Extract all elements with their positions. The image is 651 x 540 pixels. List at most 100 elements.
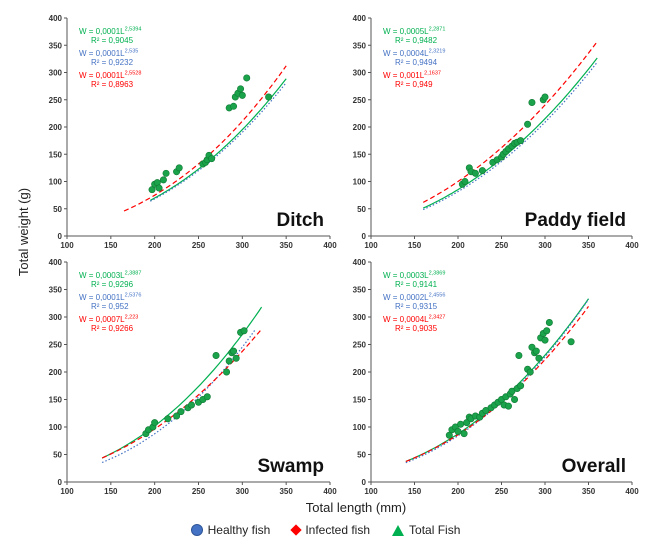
y-tick-label: 400 xyxy=(353,14,367,23)
y-tick-label: 350 xyxy=(353,41,367,50)
x-tick-label: 300 xyxy=(538,241,552,250)
data-point xyxy=(230,347,238,355)
equation-exponent: 2,1637 xyxy=(424,71,441,77)
equation-base: W = 0,0004L xyxy=(383,315,429,324)
equation-base: W = 0,0007L xyxy=(79,315,125,324)
x-tick-label: 100 xyxy=(364,241,378,250)
y-tick-label: 300 xyxy=(353,69,367,78)
circle-marker-icon xyxy=(190,524,203,536)
equation-infected-fish: W = 0,0001L2,5528 xyxy=(79,71,141,81)
data-point xyxy=(457,420,465,428)
data-point xyxy=(460,430,468,438)
data-point xyxy=(517,382,525,390)
data-point xyxy=(225,357,233,365)
r-squared-healthy-fish: R² = 0,9494 xyxy=(395,58,438,67)
equation-exponent: 2,3887 xyxy=(125,271,142,277)
x-tick-label: 250 xyxy=(495,241,509,250)
data-point xyxy=(230,102,238,110)
data-point xyxy=(203,393,211,401)
data-point xyxy=(155,184,163,192)
y-tick-label: 0 xyxy=(58,232,63,241)
y-tick-label: 300 xyxy=(353,313,367,322)
y-tick-label: 150 xyxy=(353,396,367,405)
y-tick-label: 400 xyxy=(353,258,367,267)
equation-healthy-fish: W = 0,0004L2,3219 xyxy=(383,49,445,59)
fit-curve-total-fish xyxy=(422,57,598,209)
legend: Healthy fish Infected fish Total Fish xyxy=(0,520,651,540)
diamond-marker-icon xyxy=(290,524,302,536)
y-tick-label: 350 xyxy=(49,41,63,50)
y-tick-label: 200 xyxy=(353,123,367,132)
r-squared-healthy-fish: R² = 0,9315 xyxy=(395,302,438,311)
x-tick-label: 250 xyxy=(192,241,206,250)
panel-ditch: 0 50 100 150 200 250 300 350 400 100 150 200 250 300 3… xyxy=(49,14,338,250)
data-point xyxy=(541,93,549,101)
legend-item-total: Total Fish xyxy=(392,523,460,537)
equation-infected-fish: W = 0,001L2,1637 xyxy=(383,71,441,81)
y-tick-label: 300 xyxy=(49,313,63,322)
legend-label-total: Total Fish xyxy=(409,523,461,537)
fit-curve-healthy-fish xyxy=(422,61,598,211)
data-point xyxy=(232,354,240,362)
data-point xyxy=(243,74,251,82)
fit-curve-infected-fish xyxy=(101,328,263,459)
fit-curve-infected-fish xyxy=(422,41,598,203)
data-point xyxy=(159,176,167,184)
panel-title: Overall xyxy=(562,456,626,477)
y-tick-label: 350 xyxy=(49,286,63,295)
data-point xyxy=(208,155,216,163)
data-point xyxy=(567,338,575,346)
panel-title: Swamp xyxy=(257,456,324,477)
panel-swamp: 0 50 100 150 200 250 300 350 400 100 150 200 250 300 3… xyxy=(49,258,338,496)
y-tick-label: 250 xyxy=(353,341,367,350)
x-axis-label: Total length (mm) xyxy=(306,500,406,515)
data-point xyxy=(535,354,543,362)
x-tick-label: 150 xyxy=(104,241,118,250)
panels: 0 50 100 150 200 250 300 350 400 100 150 200 250 300 3… xyxy=(49,14,640,496)
y-tick-label: 50 xyxy=(53,205,62,214)
equation-base: W = 0,001L xyxy=(383,71,425,80)
data-point xyxy=(454,427,462,435)
equation-infected-fish: W = 0,0007L2,223 xyxy=(79,315,138,325)
y-tick-label: 0 xyxy=(362,478,367,487)
r-squared-total-fish: R² = 0,9296 xyxy=(91,280,134,289)
y-tick-label: 400 xyxy=(49,14,63,23)
y-tick-label: 150 xyxy=(49,396,63,405)
y-tick-label: 0 xyxy=(58,478,63,487)
panel-paddy-field: 0 50 100 150 200 250 300 350 400 100 150 200 250 300 3… xyxy=(353,14,640,250)
data-point xyxy=(504,402,512,410)
data-point xyxy=(524,120,532,128)
data-point xyxy=(173,412,181,420)
equation-total-fish: W = 0,0005L2,2871 xyxy=(383,27,445,37)
x-tick-label: 200 xyxy=(148,487,162,496)
x-tick-label: 400 xyxy=(625,241,639,250)
x-tick-label: 150 xyxy=(408,241,422,250)
r-squared-infected-fish: R² = 0,9035 xyxy=(395,324,438,333)
r-squared-infected-fish: R² = 0,949 xyxy=(395,80,433,89)
x-tick-label: 350 xyxy=(582,487,596,496)
data-point xyxy=(151,419,159,427)
r-squared-total-fish: R² = 0,9141 xyxy=(395,280,438,289)
legend-item-healthy: Healthy fish xyxy=(190,523,270,537)
y-tick-label: 50 xyxy=(357,205,366,214)
y-tick-label: 150 xyxy=(49,150,63,159)
panel-title: Ditch xyxy=(277,210,325,231)
r-squared-total-fish: R² = 0,9045 xyxy=(91,36,134,45)
data-point xyxy=(223,368,231,376)
data-point xyxy=(238,91,246,99)
equation-healthy-fish: W = 0,0001L2,5376 xyxy=(79,293,141,303)
r-squared-total-fish: R² = 0,9482 xyxy=(395,36,438,45)
r-squared-infected-fish: R² = 0,8963 xyxy=(91,80,134,89)
x-tick-label: 350 xyxy=(279,241,293,250)
x-tick-label: 150 xyxy=(408,487,422,496)
triangle-marker-icon xyxy=(392,524,405,536)
data-point xyxy=(177,408,185,416)
data-point xyxy=(543,327,551,335)
equation-total-fish: W = 0,0003L2,3887 xyxy=(79,271,141,281)
y-tick-label: 0 xyxy=(362,232,367,241)
y-axis-label: Total weight (g) xyxy=(16,188,31,276)
x-tick-label: 200 xyxy=(451,487,465,496)
x-tick-label: 250 xyxy=(192,487,206,496)
equation-infected-fish: W = 0,0004L2,3427 xyxy=(383,315,445,325)
x-tick-label: 400 xyxy=(625,487,639,496)
